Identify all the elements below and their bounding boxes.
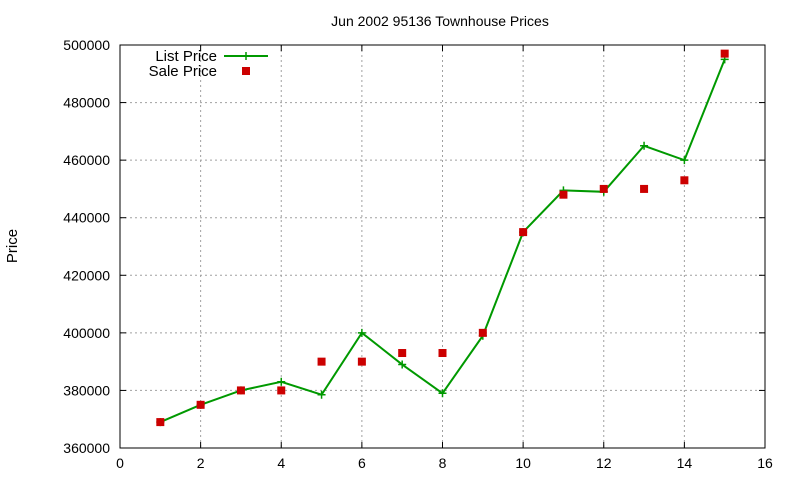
- x-tick-label: 2: [197, 455, 205, 471]
- legend-square-marker: [242, 67, 250, 75]
- x-tick-label: 14: [677, 455, 693, 471]
- series-list-price: [156, 55, 729, 427]
- x-tick-label: 6: [358, 455, 366, 471]
- sale-price-point: [236, 386, 245, 395]
- list-price-point: [317, 390, 326, 399]
- sale-price-point: [156, 418, 165, 427]
- sale-price-point: [680, 176, 689, 185]
- sale-price-point: [640, 184, 649, 193]
- sale-price-point: [317, 357, 326, 366]
- y-tick-label: 480000: [63, 95, 110, 111]
- sale-price-point: [599, 184, 608, 193]
- y-tick-label: 500000: [63, 37, 110, 53]
- x-tick-label: 8: [439, 455, 447, 471]
- sale-price-point: [720, 49, 729, 58]
- x-tick-label: 16: [757, 455, 773, 471]
- list-price-point: [438, 389, 447, 398]
- list-price-point: [357, 328, 366, 337]
- list-price-point: [398, 360, 407, 369]
- sale-price-point: [357, 357, 366, 366]
- y-tick-label: 360000: [63, 440, 110, 456]
- series-sale-price: [156, 49, 729, 427]
- y-tick-label: 400000: [63, 325, 110, 341]
- sale-price-point: [478, 328, 487, 337]
- sale-price-point: [277, 386, 286, 395]
- x-tick-label: 12: [596, 455, 612, 471]
- sale-price-point: [438, 349, 447, 358]
- y-tick-label: 460000: [63, 152, 110, 168]
- list-price-point: [680, 156, 689, 165]
- y-axis-label: Price: [4, 229, 21, 263]
- sale-price-point: [559, 190, 568, 199]
- x-tick-label: 0: [116, 455, 124, 471]
- sale-price-point: [196, 400, 205, 409]
- x-tick-label: 10: [515, 455, 531, 471]
- legend-plus-marker: [242, 52, 250, 60]
- series-layer: [156, 49, 729, 427]
- list-price-point: [640, 141, 649, 150]
- y-tick-label: 420000: [63, 267, 110, 283]
- legend-label: Sale Price: [149, 63, 217, 80]
- y-tick-label: 440000: [63, 210, 110, 226]
- sale-price-point: [398, 349, 407, 358]
- list-price-point: [277, 377, 286, 386]
- sale-price-point: [519, 228, 528, 237]
- axis-layer: 0 2 4 6 8 10 12 14 16 360000 380000 400000 420000 440…: [63, 37, 773, 471]
- y-tick-label: 380000: [63, 382, 110, 398]
- grid-layer: [120, 45, 765, 448]
- chart-title: Jun 2002 95136 Townhouse Prices: [331, 13, 549, 29]
- x-tick-label: 4: [277, 455, 285, 471]
- legend-label: List Price: [155, 48, 217, 65]
